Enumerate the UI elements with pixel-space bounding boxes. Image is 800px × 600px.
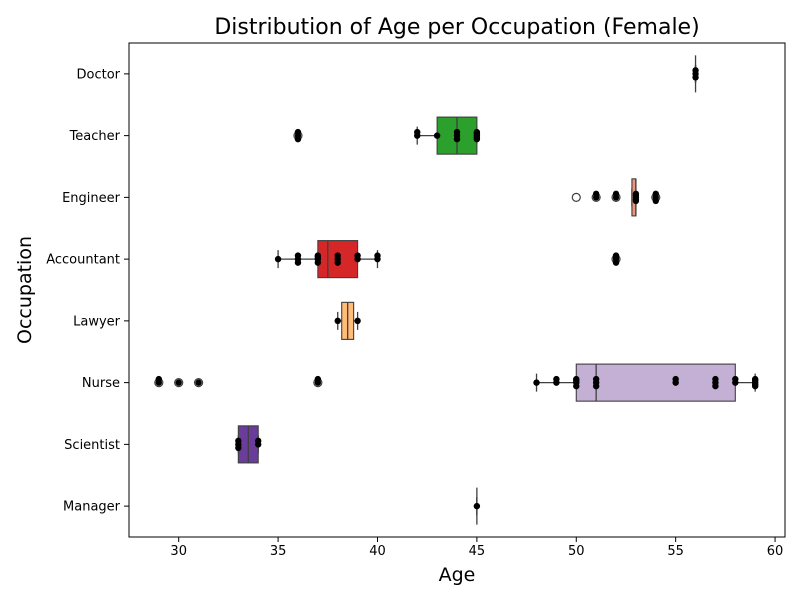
x-tick-label: 40 (369, 544, 386, 559)
outlier-marker (174, 378, 184, 388)
data-point (255, 437, 262, 445)
points-layer (155, 67, 759, 510)
data-point (732, 375, 739, 383)
y-axis-ticks: Doctor Teacher Engineer Accountant Lawyer Nur… (46, 67, 129, 515)
y-tick-label: Doctor (76, 67, 120, 82)
y-tick-label: Nurse (82, 376, 120, 391)
data-point (175, 379, 182, 386)
y-tick-label: Manager (63, 500, 121, 515)
y-tick-label: Lawyer (73, 314, 121, 329)
x-axis-ticks: 30 35 40 45 50 55 60 (170, 537, 783, 559)
x-tick-label: 30 (170, 544, 187, 559)
data-point (632, 196, 640, 203)
data-point (195, 379, 202, 386)
data-point (354, 252, 361, 259)
data-point (473, 502, 481, 510)
data-point (354, 317, 361, 325)
chart-title: Distribution of Age per Occupation (Fema… (214, 15, 699, 40)
data-point (334, 252, 341, 259)
data-point (652, 190, 659, 198)
data-point (314, 375, 322, 383)
data-point (294, 128, 302, 136)
data-point (592, 382, 600, 390)
data-point (712, 382, 719, 390)
outlier-marker (193, 378, 204, 388)
y-tick-label: Scientist (64, 438, 120, 453)
data-point (612, 253, 620, 261)
data-point (294, 135, 302, 143)
y-tick-label: Teacher (69, 129, 121, 144)
data-point (612, 259, 620, 266)
x-tick-label: 45 (469, 544, 486, 559)
data-point (672, 375, 679, 383)
box-iqr (575, 363, 736, 402)
outlier-marker (571, 192, 581, 202)
data-point (692, 67, 699, 74)
x-tick-label: 35 (270, 544, 287, 559)
data-point (334, 317, 341, 325)
data-point (533, 379, 540, 386)
data-point (374, 252, 381, 259)
data-point (155, 375, 163, 383)
data-point (573, 377, 580, 384)
data-point (453, 135, 461, 143)
data-point (314, 259, 322, 266)
data-point (235, 437, 242, 445)
data-point (414, 128, 421, 136)
x-axis-label: Age (439, 564, 476, 586)
data-point (433, 132, 441, 139)
y-tick-label: Engineer (62, 191, 121, 206)
y-tick-label: Accountant (46, 253, 120, 268)
data-point (573, 382, 580, 390)
x-tick-label: 55 (667, 544, 684, 559)
data-point (592, 375, 600, 383)
data-point (712, 375, 719, 383)
data-point (294, 259, 302, 266)
data-point (235, 444, 242, 452)
x-tick-label: 50 (568, 544, 585, 559)
data-point (453, 128, 461, 136)
boxes-layer (154, 55, 756, 525)
data-point (294, 252, 302, 259)
data-point (652, 197, 659, 205)
data-point (553, 375, 560, 383)
data-point (334, 259, 341, 266)
data-point (592, 190, 600, 198)
x-tick-label: 60 (767, 544, 784, 559)
data-point (274, 255, 282, 263)
data-point (612, 190, 620, 198)
y-axis-label: Occupation (14, 236, 36, 344)
data-point (314, 253, 322, 261)
data-point (751, 381, 759, 388)
data-point (692, 74, 699, 81)
data-point (473, 134, 481, 141)
